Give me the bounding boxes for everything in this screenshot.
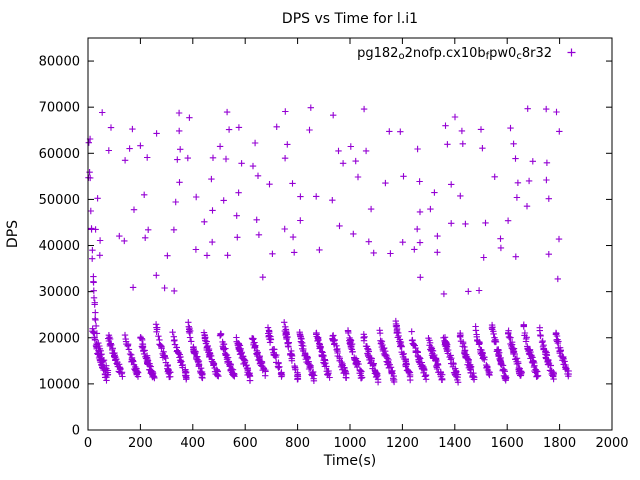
x-tick-label: 1400 xyxy=(438,436,471,451)
y-tick-label: 60000 xyxy=(39,147,80,162)
y-tick-label: 40000 xyxy=(39,239,80,254)
y-tick-label: 30000 xyxy=(39,285,80,300)
y-tick-label: 70000 xyxy=(39,101,80,116)
x-tick-label: 2000 xyxy=(595,436,628,451)
x-tick-label: 600 xyxy=(233,436,258,451)
x-tick-label: 1200 xyxy=(386,436,419,451)
legend: pg182o2nofp.cx10bfpw0c8r32 xyxy=(357,46,576,62)
x-tick-label: 1600 xyxy=(491,436,524,451)
plot-border xyxy=(87,37,613,431)
x-tick-label: 0 xyxy=(84,436,92,451)
axis-ticks: 0 200 400 600 800 1000 1200 1400 1600 1800 2000010… xyxy=(39,38,629,451)
y-tick-label: 80000 xyxy=(39,55,80,70)
x-axis-label: Time(s) xyxy=(323,453,376,469)
x-tick-label: 1000 xyxy=(333,436,366,451)
y-tick-label: 20000 xyxy=(39,331,80,346)
plot-area xyxy=(88,38,612,430)
x-tick-label: 400 xyxy=(180,436,205,451)
legend-plus-marker-icon xyxy=(567,48,576,57)
x-tick-label: 200 xyxy=(128,436,153,451)
y-tick-label: 10000 xyxy=(39,377,80,392)
y-tick-label: 0 xyxy=(72,424,80,439)
chart-title: DPS vs Time for l.i1 xyxy=(282,11,418,27)
y-tick-label: 50000 xyxy=(39,193,80,208)
x-tick-label: 800 xyxy=(285,436,310,451)
x-tick-label: 1800 xyxy=(543,436,576,451)
y-axis-label: DPS xyxy=(5,220,21,248)
legend-series-label: pg182o2nofp.cx10bfpw0c8r32 xyxy=(357,46,552,62)
